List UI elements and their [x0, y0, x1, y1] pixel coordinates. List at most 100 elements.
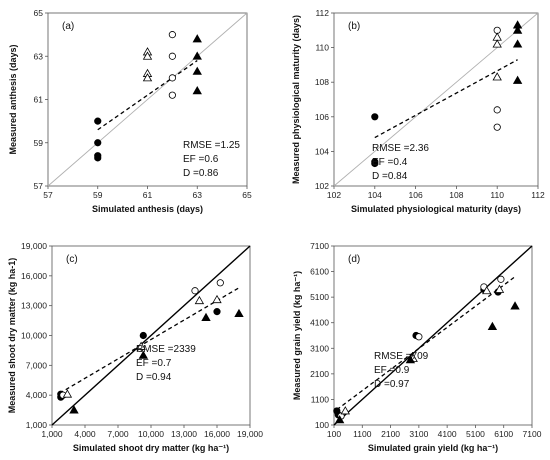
data-point — [191, 287, 199, 295]
stat-label: EF =0.6 — [183, 154, 219, 165]
data-point — [234, 308, 244, 318]
data-point — [493, 123, 501, 131]
y-tick-label: 57 — [34, 181, 44, 191]
y-tick-label: 7,000 — [26, 360, 48, 370]
data-point — [510, 301, 520, 310]
stat-label: D =0.86 — [183, 168, 219, 179]
data-point — [192, 51, 202, 60]
x-tick-label: 19,000 — [237, 429, 263, 439]
x-tick-label: 63 — [193, 190, 203, 200]
data-point — [487, 321, 498, 330]
y-tick-label: 7100 — [310, 241, 329, 251]
data-point — [136, 341, 146, 350]
y-tick-label: 16,000 — [21, 271, 47, 281]
x-tick-label: 110 — [490, 190, 504, 200]
x-axis-label: Simulated physiological maturity (days) — [351, 204, 521, 214]
y-tick-label: 1100 — [311, 394, 330, 404]
chart-panel-4: 100 1100 2100 3100 4100 5100 6100 7100 100 1100 21… — [292, 241, 542, 453]
x-tick-label: 61 — [143, 190, 153, 200]
stat-label: D =0.97 — [374, 379, 410, 390]
data-point — [168, 91, 176, 99]
data-point — [415, 333, 423, 341]
stat-label: RMSE =709 — [374, 351, 429, 362]
x-tick-label: 13,000 — [171, 429, 197, 439]
x-axis-label: Simulated grain yield (kg ha⁻¹) — [368, 443, 498, 453]
x-axis-label: Simulated anthesis (days) — [92, 204, 203, 214]
one-to-one-line — [333, 245, 533, 426]
y-tick-label: 102 — [315, 181, 329, 191]
y-tick-label: 104 — [315, 146, 329, 156]
data-point — [168, 74, 176, 82]
data-point — [201, 312, 211, 322]
x-tick-label: 3100 — [409, 429, 428, 439]
data-point — [405, 354, 416, 364]
data-point — [62, 389, 73, 398]
regression-line — [374, 59, 518, 139]
x-tick-label: 7100 — [523, 429, 542, 439]
stat-label: D =0.84 — [372, 171, 408, 182]
y-tick-label: 100 — [315, 420, 329, 430]
y-tick-label: 65 — [34, 8, 44, 18]
x-tick-label: 7,000 — [107, 429, 129, 439]
y-tick-label: 108 — [315, 77, 329, 87]
data-point — [213, 308, 221, 316]
y-axis-label: Measured grain yield (kg ha⁻¹) — [292, 271, 302, 400]
one-to-one-line — [51, 245, 251, 426]
regression-line — [97, 60, 198, 131]
x-axis-label: Simulated shoot dry matter (kg ha⁻¹) — [73, 443, 229, 453]
data-point — [512, 75, 523, 84]
data-point — [69, 405, 79, 414]
plot-frame — [333, 12, 539, 187]
data-point — [492, 39, 502, 48]
x-tick-label: 102 — [327, 190, 341, 200]
x-tick-label: 59 — [93, 190, 103, 200]
y-tick-label: 19,000 — [21, 241, 47, 251]
x-tick-label: 1100 — [353, 429, 372, 439]
stat-label: RMSE =2.36 — [372, 143, 429, 154]
y-tick-label: 3100 — [310, 343, 329, 353]
data-point — [168, 52, 176, 60]
y-tick-label: 59 — [34, 138, 44, 148]
data-point — [94, 117, 102, 125]
y-tick-label: 112 — [315, 8, 329, 18]
data-point — [192, 66, 202, 75]
y-tick-label: 4,000 — [26, 390, 48, 400]
one-to-one-line — [47, 12, 248, 187]
y-axis-label: Measured anthesis (days) — [8, 44, 18, 154]
panel-label: (b) — [348, 21, 360, 32]
x-tick-label: 5100 — [466, 429, 485, 439]
data-point — [371, 113, 379, 121]
one-to-one-line — [333, 12, 539, 187]
y-tick-label: 110 — [315, 43, 329, 53]
y-tick-label: 5100 — [310, 292, 329, 302]
stat-label: EF =0.7 — [136, 358, 172, 369]
y-tick-label: 13,000 — [21, 301, 47, 311]
panel-label: (c) — [66, 254, 78, 265]
data-point — [194, 295, 205, 305]
data-point — [334, 415, 345, 424]
data-point — [192, 86, 202, 95]
y-tick-label: 4100 — [310, 318, 329, 328]
y-tick-label: 1,000 — [26, 420, 48, 430]
y-tick-label: 63 — [34, 51, 44, 61]
data-point — [142, 51, 153, 60]
y-tick-label: 61 — [34, 95, 44, 105]
data-point — [212, 294, 222, 304]
data-point — [94, 154, 102, 162]
data-point — [512, 39, 523, 48]
stat-label: D =0.94 — [136, 372, 172, 383]
data-point — [168, 31, 176, 39]
data-point — [482, 285, 492, 295]
x-tick-label: 112 — [531, 190, 545, 200]
data-point — [512, 25, 523, 34]
data-point — [492, 32, 502, 41]
data-point — [492, 72, 502, 81]
x-tick-label: 1,000 — [41, 429, 63, 439]
x-tick-label: 108 — [449, 190, 463, 200]
data-point — [142, 73, 153, 82]
x-tick-label: 4,000 — [74, 429, 96, 439]
regression-line — [336, 276, 516, 411]
y-tick-label: 10,000 — [21, 331, 47, 341]
x-tick-label: 65 — [242, 190, 252, 200]
